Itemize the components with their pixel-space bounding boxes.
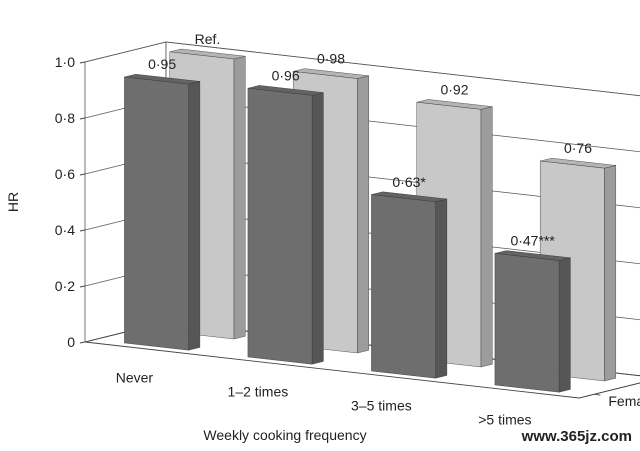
y-tick-mark [79,229,86,232]
y-axis-ticks: 0 0·2 0·4 0·6 0·8 1·0 [55,54,86,350]
y-tick-mark [79,285,86,288]
gridline [84,41,640,97]
depth-axis-line [578,382,640,399]
y-tick-label: 0·4 [55,222,75,238]
y-tick-label: 1·0 [55,54,75,70]
bar-side-face [357,75,369,354]
bar-value-label: 0·96 [272,67,300,83]
bar: 0·63* [371,174,448,379]
category-label: >5 times [478,412,531,428]
y-tick-label: 0 [67,334,75,350]
category-label: Never [116,370,154,386]
bar-front-face [247,87,313,365]
bar-value-label: 0·98 [317,51,345,67]
bar-side-face [558,257,571,393]
bar: 0·96 [247,67,324,365]
y-tick-label: 0·8 [55,110,75,126]
series-axis-labels: MaleFemale [578,382,640,409]
bar-value-label: 0·76 [564,140,592,156]
x-axis-title: Weekly cooking frequency [203,427,366,443]
series-label: Female [608,393,640,409]
category-label: 3–5 times [351,398,412,414]
depth-tick [594,393,601,396]
bar: 0·47*** [494,233,571,393]
bar-value-label: 0·47*** [510,233,555,249]
y-tick-mark [79,173,86,176]
bar-front-face [494,253,560,393]
x-axis-category-labels: Never 1–2 times 3–5 times >5 times [116,370,532,428]
y-tick-label: 0·6 [55,166,75,182]
watermark-text: www.365jz.com [521,428,632,445]
bar-side-face [604,165,616,382]
y-tick-label: 0·2 [55,278,75,294]
bar-value-label: 0·63* [392,174,426,190]
bar: 0·95 [124,56,201,351]
y-tick-mark [79,341,86,344]
bar-front-face [124,76,189,351]
bar-value-label: 0·92 [440,81,468,97]
bar-side-face [435,198,448,379]
bar-side-face [188,81,201,351]
bar-value-label: 0·95 [148,56,176,72]
bar-front-face [371,194,436,379]
y-tick-mark [79,61,86,64]
bar-side-face [480,106,493,368]
bars: Ref. 0·98 0·92 0·76 0·95 0·96 0·63* 0·47*** [124,31,616,393]
y-tick-mark [79,117,86,120]
bar-side-face [233,55,246,340]
y-axis-title: HR [5,192,21,212]
bar-side-face [311,92,324,365]
category-label: 1–2 times [228,384,289,400]
bar-value-label: Ref. [195,31,221,47]
